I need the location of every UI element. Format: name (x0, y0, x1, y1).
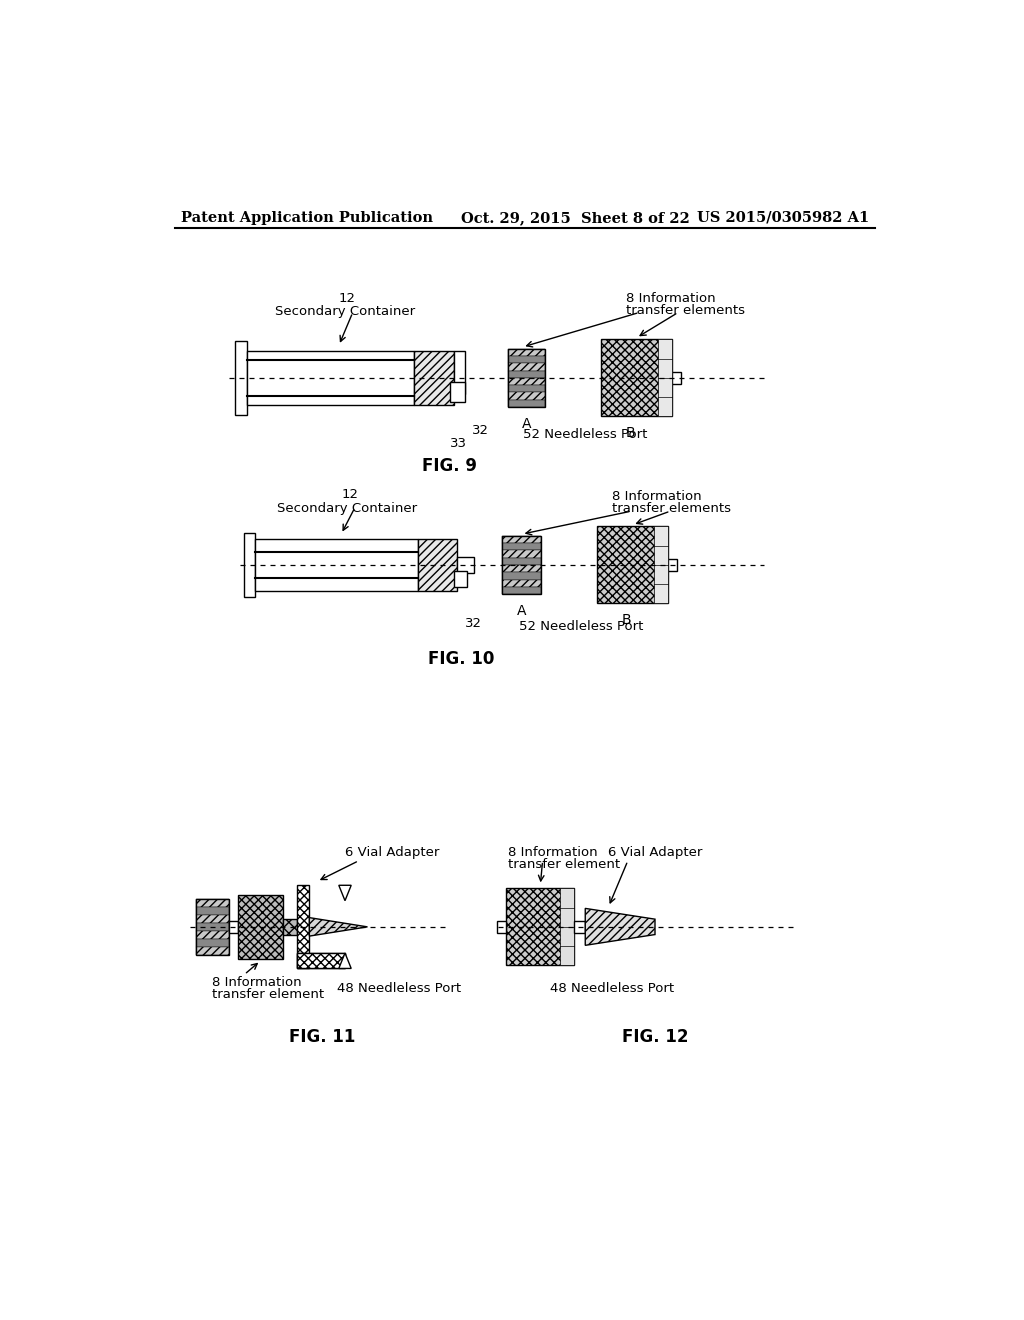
Text: 48 Needleless Port: 48 Needleless Port (550, 982, 675, 995)
Text: 8 Information: 8 Information (627, 292, 716, 305)
Text: 6 Vial Adapter: 6 Vial Adapter (345, 846, 439, 859)
Text: transfer elements: transfer elements (612, 502, 731, 515)
Bar (414, 351, 455, 405)
Bar (503, 550, 541, 557)
Text: B: B (622, 614, 631, 627)
Bar (508, 356, 545, 363)
Bar (508, 363, 545, 371)
Text: transfer element: transfer element (508, 858, 620, 871)
Text: FIG. 10: FIG. 10 (428, 649, 495, 668)
Bar (297, 953, 345, 969)
Text: 8 Information: 8 Information (508, 846, 597, 859)
Bar (503, 579, 541, 587)
Text: Patent Application Publication: Patent Application Publication (180, 211, 433, 224)
Bar (669, 558, 678, 572)
Bar (503, 536, 541, 594)
Text: US 2015/0305982 A1: US 2015/0305982 A1 (696, 211, 869, 224)
Bar (508, 378, 545, 385)
Bar (418, 539, 457, 591)
Text: 6 Vial Adapter: 6 Vial Adapter (608, 846, 702, 859)
Text: A: A (517, 605, 526, 618)
Bar (503, 573, 541, 579)
Bar (503, 543, 541, 550)
Bar (238, 895, 283, 960)
Text: transfer elements: transfer elements (627, 304, 745, 317)
Text: Secondary Container: Secondary Container (276, 502, 417, 515)
Polygon shape (339, 886, 351, 900)
Bar (297, 886, 309, 969)
Bar (197, 923, 228, 931)
Text: 8 Information: 8 Information (612, 490, 702, 503)
Bar (508, 371, 545, 378)
Bar (457, 557, 474, 573)
Bar (574, 921, 586, 933)
Bar (197, 915, 228, 923)
Text: 12: 12 (339, 292, 355, 305)
Bar (228, 921, 238, 933)
Bar (197, 946, 228, 954)
Bar (508, 400, 545, 407)
Text: FIG. 12: FIG. 12 (622, 1028, 688, 1047)
Bar (506, 888, 574, 965)
Bar (197, 939, 228, 946)
Bar (283, 919, 297, 935)
Bar (197, 931, 228, 939)
Bar (503, 536, 541, 543)
Polygon shape (339, 953, 351, 969)
Bar (601, 339, 672, 416)
Bar (248, 351, 414, 405)
Bar (197, 907, 228, 915)
Text: FIG. 11: FIG. 11 (289, 1028, 355, 1047)
Text: 52 Needleless Port: 52 Needleless Port (523, 428, 647, 441)
Text: A: A (521, 417, 531, 432)
Text: B: B (626, 426, 635, 441)
Text: 52 Needleless Port: 52 Needleless Port (519, 620, 644, 634)
Bar (197, 899, 228, 954)
Text: 33: 33 (450, 437, 467, 450)
Bar (508, 392, 545, 400)
Text: 12: 12 (341, 488, 358, 502)
Bar (297, 953, 345, 969)
Bar (672, 372, 681, 384)
Text: 32: 32 (465, 616, 482, 630)
Text: transfer element: transfer element (212, 989, 324, 1002)
Bar (508, 348, 545, 407)
Bar (450, 381, 465, 401)
Polygon shape (586, 908, 655, 945)
Bar (497, 921, 506, 933)
Polygon shape (309, 917, 368, 936)
Bar (503, 557, 541, 565)
Bar (597, 527, 669, 603)
Bar (197, 899, 228, 907)
Bar (658, 339, 672, 416)
Bar (503, 565, 541, 573)
Bar (654, 527, 669, 603)
Bar (503, 587, 541, 594)
Bar (454, 572, 467, 586)
Text: 32: 32 (472, 424, 489, 437)
Text: 48 Needleless Port: 48 Needleless Port (337, 982, 462, 995)
Bar (245, 533, 255, 598)
Text: Secondary Container: Secondary Container (275, 305, 416, 318)
Text: Oct. 29, 2015  Sheet 8 of 22: Oct. 29, 2015 Sheet 8 of 22 (461, 211, 690, 224)
Bar (234, 341, 248, 414)
Text: FIG. 9: FIG. 9 (422, 457, 477, 475)
Bar (560, 888, 574, 965)
Bar (255, 539, 418, 591)
Bar (508, 348, 545, 356)
Text: 8 Information: 8 Information (212, 977, 301, 989)
Bar (455, 351, 465, 395)
Bar (508, 385, 545, 392)
